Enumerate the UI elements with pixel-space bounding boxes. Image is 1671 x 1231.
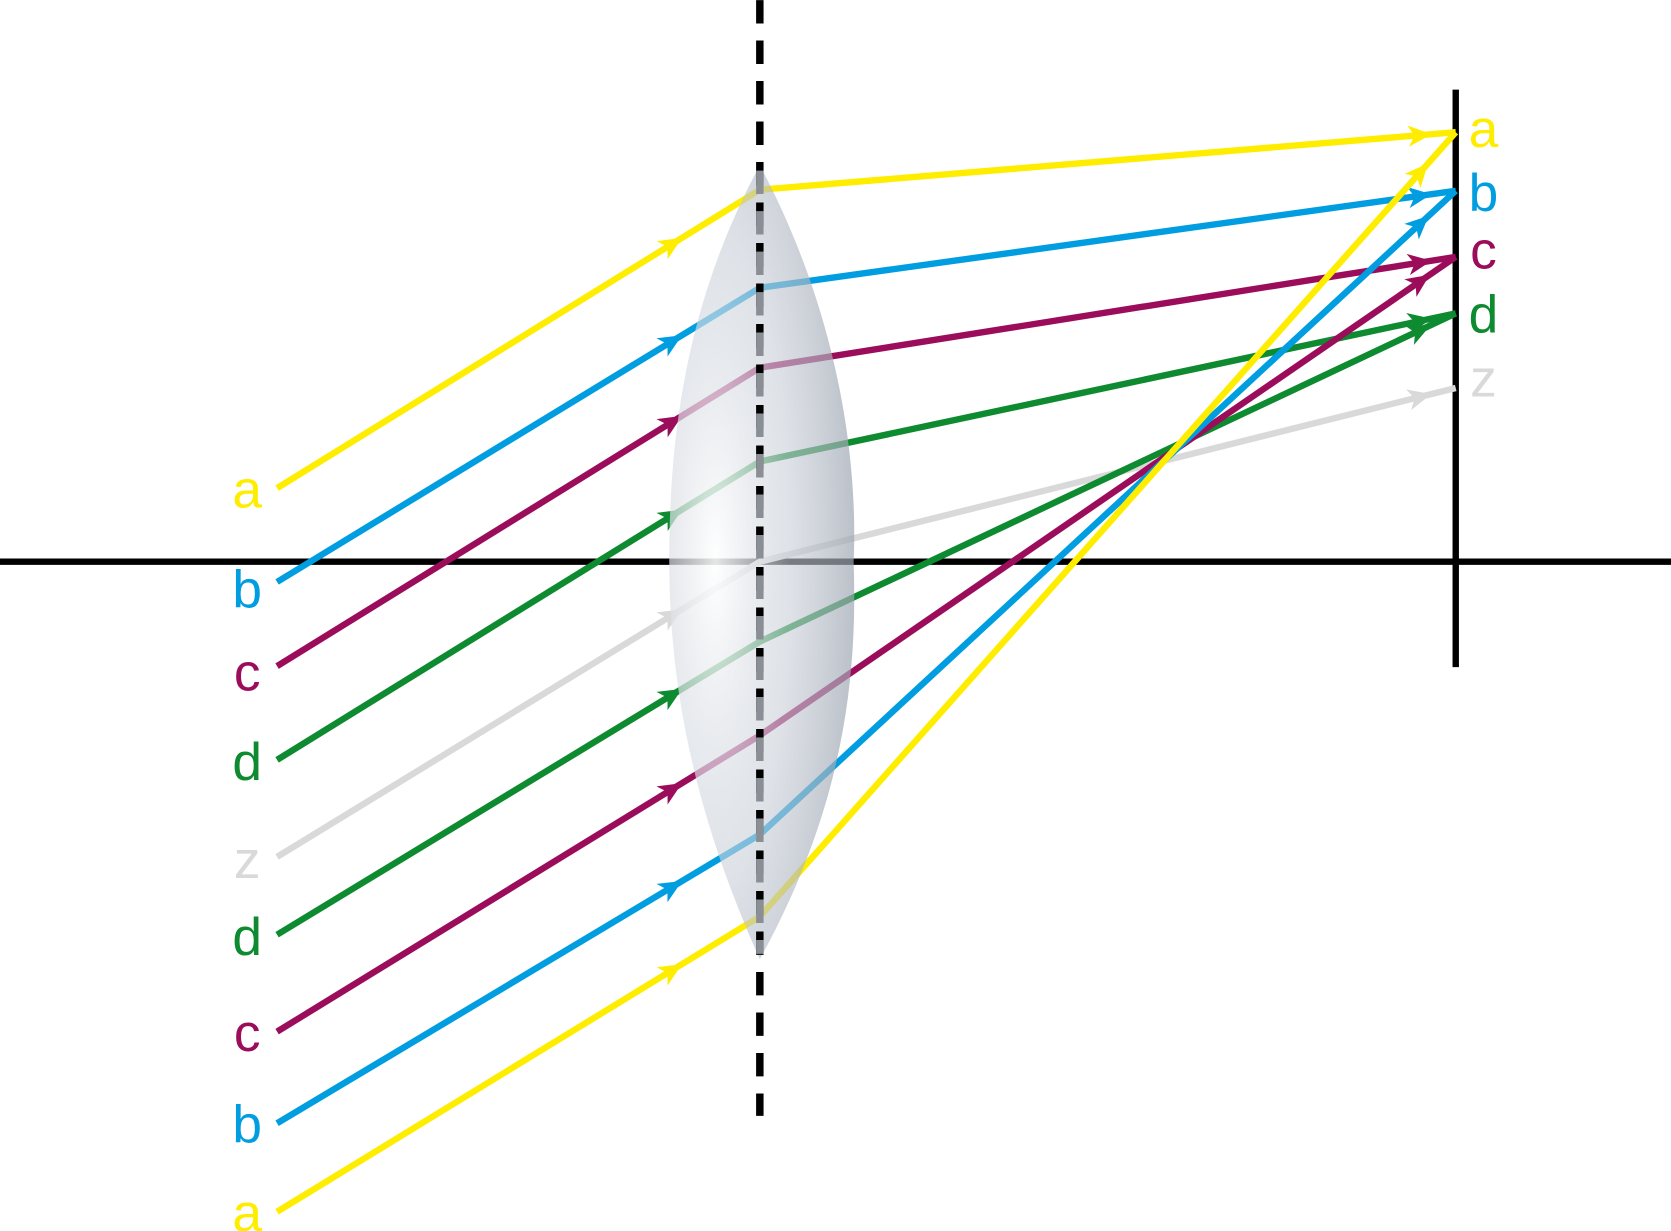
arrow-icon [1404, 274, 1430, 297]
arrow-icon [1407, 125, 1432, 147]
ray-b [275, 187, 1457, 585]
image-label-z: z [1470, 350, 1497, 409]
arrow-icon [656, 688, 683, 711]
object-label-a: a [232, 460, 262, 519]
arrow-icon [1404, 215, 1429, 240]
arrow-icon [656, 415, 683, 438]
ray-c [275, 253, 1457, 669]
object-label-a: a [232, 1184, 262, 1231]
arrow-icon [656, 881, 683, 903]
image-label-a: a [1469, 100, 1499, 159]
arrow-icon [1406, 253, 1432, 275]
ray-c [275, 254, 1458, 1035]
image-label-b: b [1469, 164, 1499, 223]
object-label-z: z [234, 831, 261, 890]
arrow-icon [656, 335, 683, 357]
image-label-c: c [1470, 222, 1497, 281]
arrow-icon [1405, 389, 1432, 411]
arrow-icon [656, 964, 683, 986]
object-label-d: d [232, 908, 262, 967]
arrow-icon [1404, 163, 1429, 189]
object-label-b: b [232, 1095, 262, 1154]
object-label-d: d [232, 733, 262, 792]
object-label-b: b [232, 561, 262, 620]
arrow-icon [656, 237, 683, 260]
image-label-d: d [1469, 286, 1499, 345]
ray-z [275, 384, 1457, 860]
lens [669, 165, 855, 960]
object-label-c: c [234, 644, 261, 703]
ray-d [275, 310, 1458, 938]
ray-a [275, 130, 1459, 1215]
object-label-c: c [234, 1004, 261, 1063]
arrow-icon [656, 783, 683, 805]
arrow-icon [1404, 325, 1431, 345]
arrow-icon [1406, 186, 1432, 208]
